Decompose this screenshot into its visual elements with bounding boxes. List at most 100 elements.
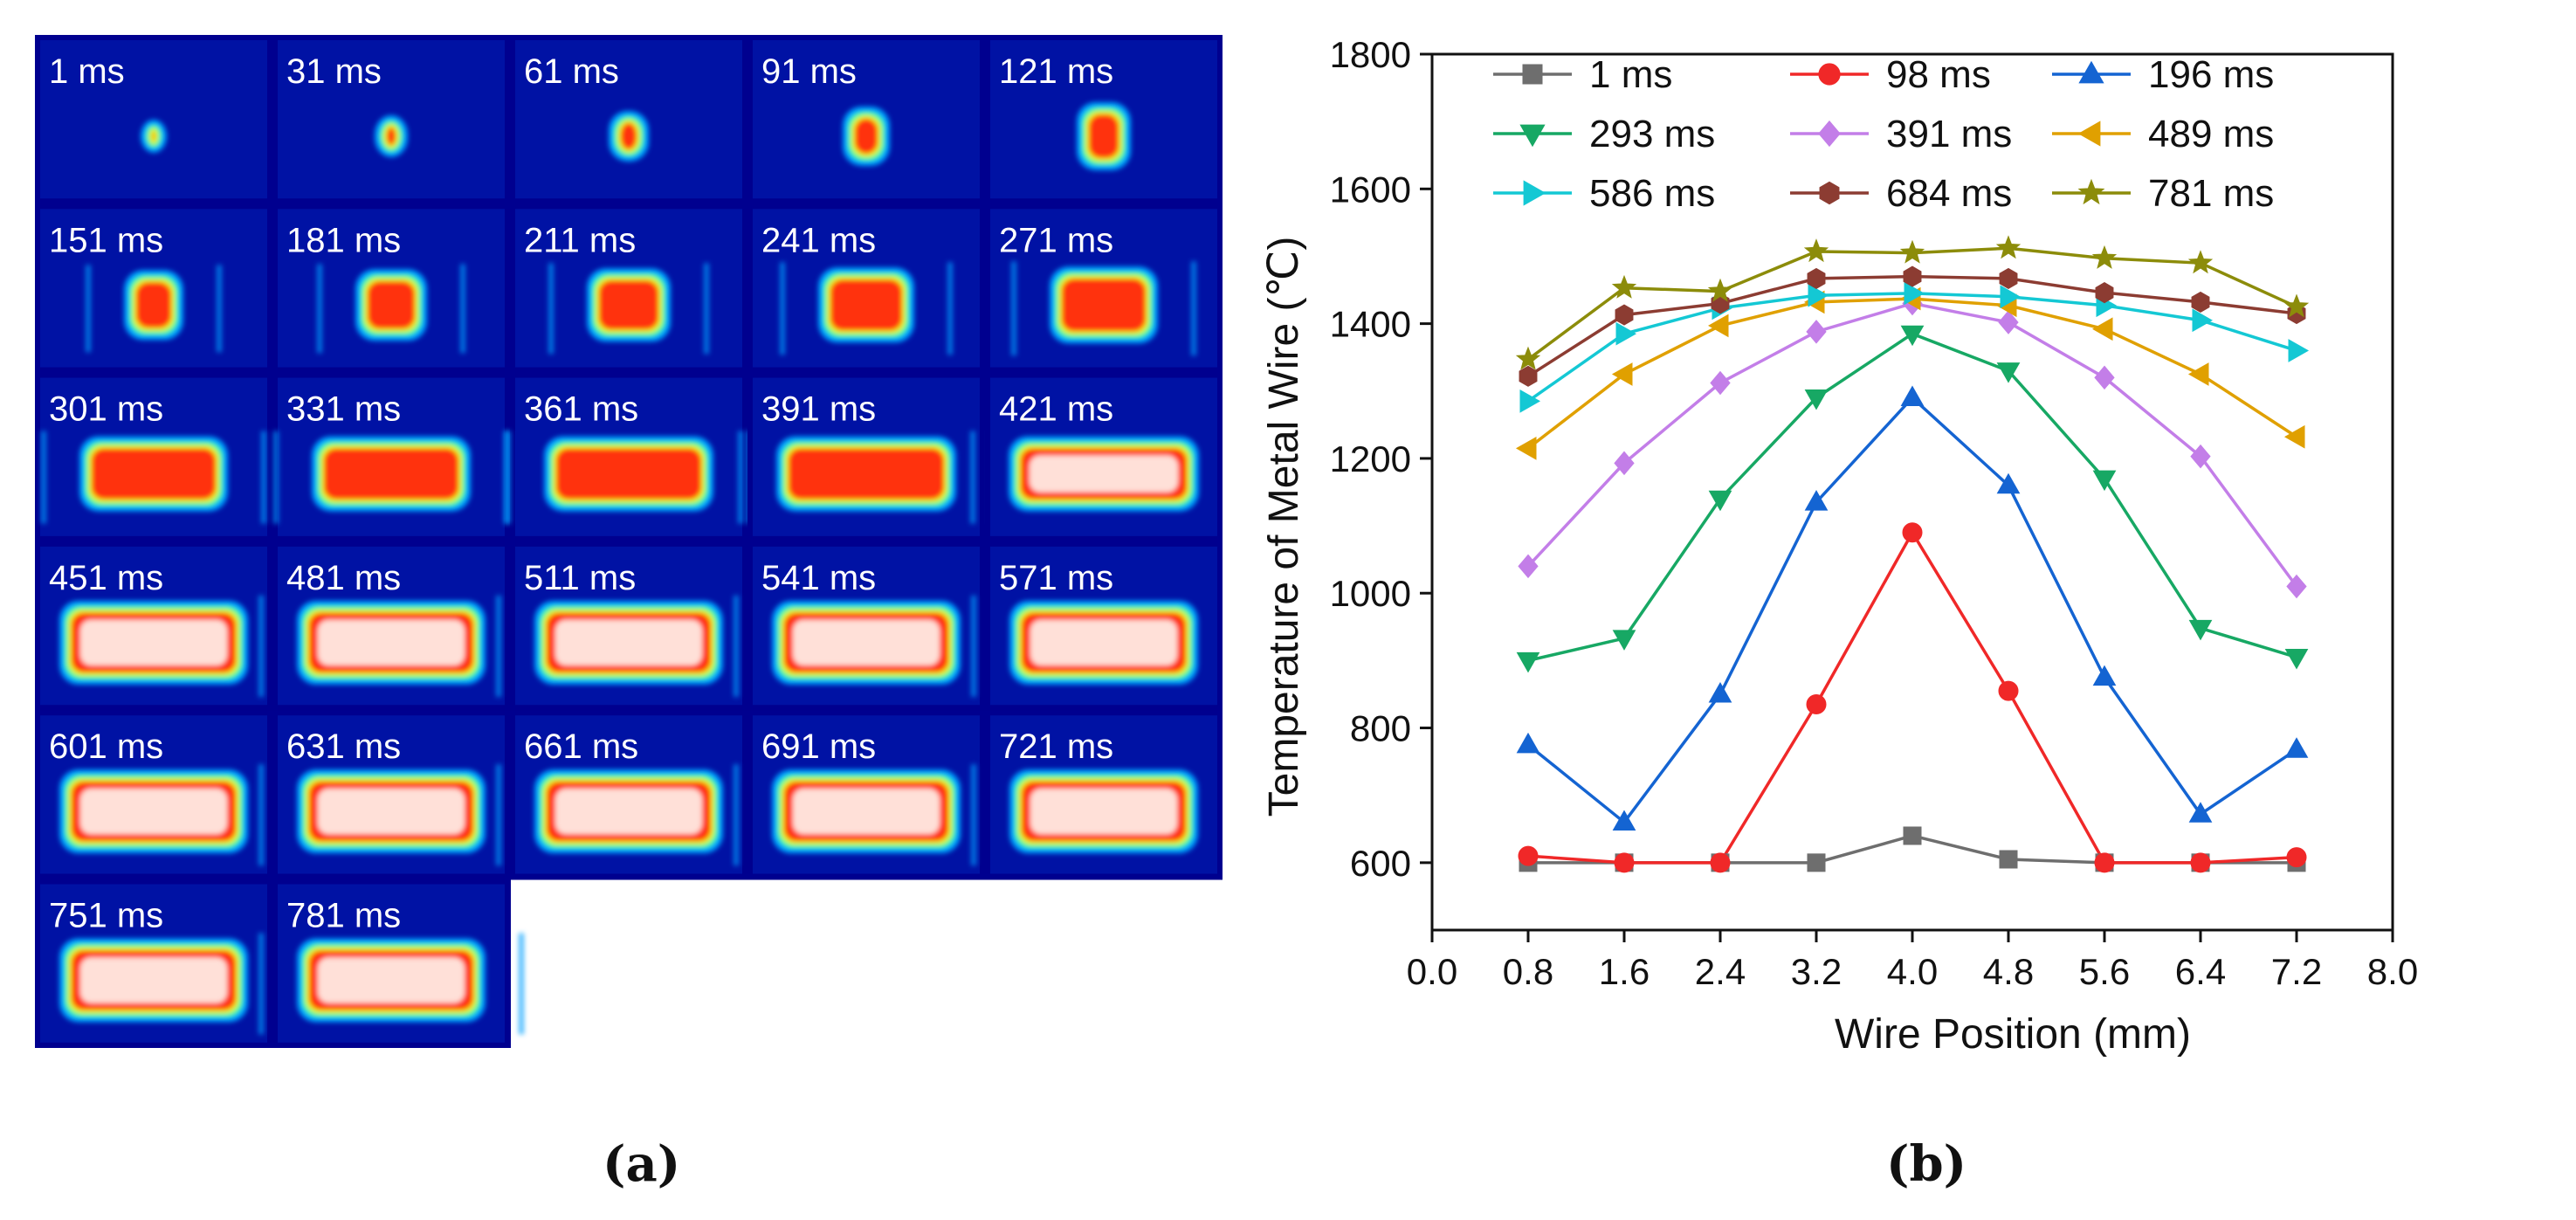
legend-label: 684 ms bbox=[1886, 172, 2012, 215]
frame-time-label: 571 ms bbox=[999, 559, 1113, 597]
x-tick-label: 3.2 bbox=[1791, 951, 1842, 992]
x-tick-label: 2.4 bbox=[1695, 951, 1746, 992]
data-point bbox=[1614, 451, 1635, 476]
series-line bbox=[1526, 297, 2297, 450]
y-tick-label: 1800 bbox=[1330, 34, 1411, 75]
frame-time-label: 691 ms bbox=[761, 727, 876, 766]
x-tick-label: 7.2 bbox=[2271, 951, 2322, 992]
x-tick-label: 0.0 bbox=[1407, 951, 1457, 992]
data-point bbox=[2190, 852, 2211, 873]
thermal-image-grid: 1 ms 31 ms 61 ms 91 ms 121 ms 151 ms 181 ms 211… bbox=[35, 35, 1223, 1048]
thermal-frame: 661 ms bbox=[496, 710, 761, 880]
legend-item: 586 ms bbox=[1493, 172, 1715, 215]
x-tick-label: 4.8 bbox=[1983, 951, 2034, 992]
thermal-frame: 301 ms bbox=[35, 372, 273, 542]
thermal-frame: 751 ms bbox=[35, 879, 286, 1048]
temperature-line-chart: 0.0 0.8 1.6 2.4 3.2 4.0 4.8 5.6 6.4 7.2 8.0 600 800 1… bbox=[1261, 34, 2418, 1058]
data-point bbox=[1708, 490, 1732, 512]
data-point bbox=[1900, 385, 1925, 406]
data-point bbox=[1615, 304, 1634, 326]
data-point bbox=[2078, 60, 2104, 84]
frame-time-label: 511 ms bbox=[524, 559, 636, 597]
x-tick-label: 1.6 bbox=[1599, 951, 1650, 992]
data-point bbox=[1515, 346, 1541, 370]
frame-time-label: 211 ms bbox=[524, 221, 636, 259]
data-point bbox=[1803, 238, 1829, 263]
data-point bbox=[2077, 178, 2105, 205]
legend-item: 684 ms bbox=[1790, 172, 2012, 215]
data-point bbox=[1904, 281, 1925, 306]
data-point bbox=[1708, 681, 1732, 703]
x-tick-label: 8.0 bbox=[2367, 951, 2418, 992]
series-line bbox=[1527, 529, 2297, 865]
data-point bbox=[1899, 239, 1925, 264]
legend-item: 489 ms bbox=[2052, 113, 2274, 155]
x-axis-label: Wire Position (mm) bbox=[1835, 1011, 2191, 1058]
series-line bbox=[1527, 332, 2297, 663]
data-point bbox=[1611, 362, 1633, 386]
legend-label: 781 ms bbox=[2148, 172, 2274, 215]
data-point bbox=[2188, 802, 2213, 823]
data-point bbox=[1818, 63, 1841, 86]
data-point bbox=[1612, 630, 1636, 651]
frame-time-label: 361 ms bbox=[524, 390, 638, 429]
legend-label: 391 ms bbox=[1886, 113, 2012, 155]
thermal-frame: 31 ms bbox=[272, 35, 511, 205]
legend-item: 391 ms bbox=[1790, 113, 2012, 155]
data-point bbox=[1614, 852, 1635, 873]
thermal-frame: 331 ms bbox=[272, 372, 511, 542]
data-point bbox=[1515, 436, 1537, 460]
data-point bbox=[2286, 847, 2307, 868]
data-point bbox=[2091, 317, 2113, 341]
frame-time-label: 421 ms bbox=[999, 390, 1113, 429]
data-point bbox=[1516, 732, 1540, 754]
data-point bbox=[1710, 852, 1731, 873]
data-point bbox=[1999, 850, 2018, 869]
data-point bbox=[1807, 267, 1826, 289]
data-point bbox=[1611, 274, 1637, 299]
data-point bbox=[2187, 250, 2214, 274]
frame-time-label: 451 ms bbox=[49, 559, 163, 597]
data-point bbox=[2192, 308, 2214, 333]
y-tick-label: 1200 bbox=[1330, 438, 1411, 479]
frame-time-label: 241 ms bbox=[761, 221, 876, 259]
frame-time-label: 91 ms bbox=[761, 52, 857, 91]
frame-time-label: 31 ms bbox=[286, 52, 382, 91]
data-point bbox=[1998, 310, 2019, 334]
thermal-frame: 1 ms bbox=[35, 35, 273, 205]
data-point bbox=[1996, 362, 2021, 383]
data-point bbox=[2187, 362, 2209, 386]
frame-time-label: 301 ms bbox=[49, 390, 163, 429]
data-point bbox=[2095, 282, 2114, 304]
thermal-frame: 121 ms bbox=[985, 35, 1223, 205]
data-point bbox=[1612, 810, 1636, 831]
data-point bbox=[2190, 444, 2211, 469]
frame-time-label: 1 ms bbox=[49, 52, 125, 91]
frame-time-label: 121 ms bbox=[999, 52, 1113, 91]
thermal-frame: 541 ms bbox=[734, 541, 999, 712]
y-tick-label: 600 bbox=[1350, 843, 1411, 884]
frame-time-label: 181 ms bbox=[286, 221, 401, 259]
data-point bbox=[1707, 278, 1733, 302]
data-point bbox=[1710, 370, 1731, 396]
thermal-frame: 691 ms bbox=[734, 710, 999, 880]
data-point bbox=[1519, 365, 1538, 387]
data-point bbox=[1516, 651, 1540, 673]
y-tick-label: 1600 bbox=[1330, 169, 1411, 210]
legend-item: 196 ms bbox=[2052, 53, 2274, 96]
frame-time-label: 721 ms bbox=[999, 727, 1113, 766]
thermal-frame: 391 ms bbox=[738, 372, 995, 542]
thermal-frame: 361 ms bbox=[506, 372, 752, 542]
data-point bbox=[2284, 649, 2309, 670]
data-point bbox=[1707, 314, 1729, 338]
data-point bbox=[1903, 826, 1922, 845]
frame-time-label: 751 ms bbox=[49, 897, 163, 935]
legend-label: 293 ms bbox=[1589, 113, 1715, 155]
data-point bbox=[2283, 424, 2305, 449]
frame-time-label: 601 ms bbox=[49, 727, 163, 766]
data-point bbox=[2284, 737, 2309, 758]
data-point bbox=[1903, 265, 1922, 287]
data-point bbox=[1806, 320, 1827, 344]
frame-time-label: 481 ms bbox=[286, 559, 401, 597]
thermal-frame: 481 ms bbox=[258, 541, 524, 712]
